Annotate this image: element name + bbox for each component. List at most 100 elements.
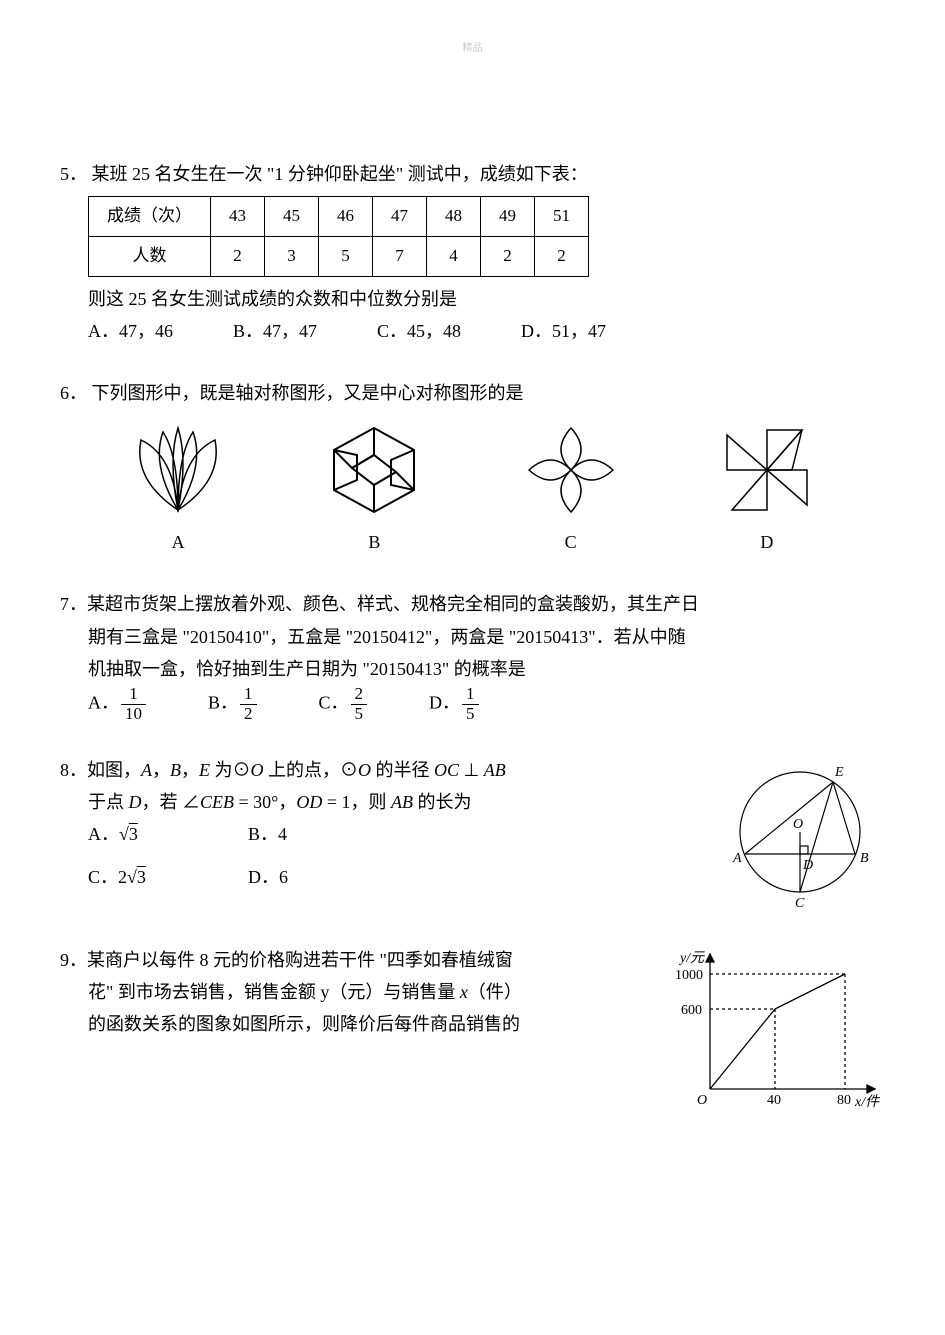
q7-line3: 机抽取一盒，恰好抽到生产日期为 "20150413" 的概率是 (88, 653, 885, 685)
sqrt: √3 (119, 824, 138, 844)
var-ab: AB (484, 760, 506, 780)
row-label: 人数 (89, 236, 211, 276)
opt-label: D． (248, 867, 279, 887)
line-chart: y/元 1000 600 O 40 80 x/件 (675, 944, 885, 1114)
var-oc: OC (434, 760, 459, 780)
fraction: 110 (121, 685, 146, 723)
var-o: O (251, 760, 264, 780)
cell: 48 (427, 197, 481, 237)
cell: 2 (211, 236, 265, 276)
shape-label: C (501, 526, 641, 558)
var-ceb: CEB (200, 792, 234, 812)
label-a: A (732, 851, 742, 866)
opt-label: A． (88, 693, 119, 713)
question-6: 6． 下列图形中，既是轴对称图形，又是中心对称图形的是 A (60, 377, 885, 558)
option-d: D．15 (429, 685, 481, 723)
denominator: 10 (121, 705, 146, 724)
cell: 45 (265, 197, 319, 237)
var-od: OD (296, 792, 322, 812)
q8-t: ，若 ∠ (142, 792, 201, 812)
option-a: A．√3 (88, 818, 248, 850)
q7-line1: 某超市货架上摆放着外观、颜色、样式、规格完全相同的盒装酸奶，其生产日 (87, 594, 699, 614)
quatrefoil-icon (516, 420, 626, 520)
opt-label: C． (88, 867, 118, 887)
origin: O (697, 1093, 707, 1108)
opt-label: D． (429, 693, 460, 713)
option-d: D．51，47 (521, 315, 606, 347)
q8-t: ， (181, 760, 199, 780)
label-d: D (802, 858, 813, 873)
q8-options: A．√3 B．4 C．2√3 D．6 (88, 818, 695, 893)
option-c: C．25 (319, 685, 370, 723)
radicand: 3 (137, 867, 146, 887)
shape-label: D (697, 526, 837, 558)
q7-options: A．110 B．12 C．25 D．15 (88, 685, 885, 723)
cell: 49 (481, 197, 535, 237)
q8-number: 8． (60, 760, 87, 780)
opt-label: B． (248, 824, 278, 844)
cell: 43 (211, 197, 265, 237)
q8-t: 为⊙ (210, 760, 251, 780)
label-b: B (860, 851, 869, 866)
q8-t: 上的点，⊙ (264, 760, 359, 780)
q5-after: 则这 25 名女生测试成绩的众数和中位数分别是 (88, 283, 885, 315)
q8-t: ⊥ (459, 760, 484, 780)
shape-label: B (304, 526, 444, 558)
option-b: B．47，47 (233, 315, 317, 347)
q8-t: 如图， (87, 760, 141, 780)
fraction: 25 (351, 685, 368, 723)
option-c: C．45，48 (377, 315, 461, 347)
q5-stem: 某班 25 名女生在一次 "1 分钟仰卧起坐" 测试中，成绩如下表： (92, 164, 588, 184)
radicand: 3 (129, 824, 138, 844)
q8-t: 的长为 (413, 792, 472, 812)
q9-number: 9． (60, 950, 87, 970)
q8-t: ， (152, 760, 170, 780)
q7-line2: 期有三盒是 "20150410"，五盒是 "20150412"，两盒是 "201… (88, 621, 885, 653)
cell: 47 (373, 197, 427, 237)
q9-line1: 某商户以每件 8 元的价格购进若干件 "四季如春植绒窗 (87, 950, 513, 970)
option-a: A．47，46 (88, 315, 173, 347)
cell: 7 (373, 236, 427, 276)
q9-line2c: （件） (468, 982, 522, 1002)
shape-label: A (108, 526, 248, 558)
var-ab: AB (391, 792, 413, 812)
ylabel: y/元 (678, 951, 705, 966)
opt-value: 4 (278, 824, 287, 844)
q6-number: 6． (60, 383, 87, 403)
q5-table: 成绩（次） 43 45 46 47 48 49 51 人数 2 3 5 7 4 … (88, 196, 589, 276)
circle-diagram: E O A B D C (715, 754, 885, 914)
cell: 51 (535, 197, 589, 237)
option-c: C．2√3 (88, 861, 248, 893)
sqrt: √3 (127, 867, 146, 887)
q8-t: 的半径 (371, 760, 434, 780)
option-b: B．4 (248, 818, 408, 850)
xtick-80: 80 (837, 1093, 851, 1108)
question-8: 8．如图，A，B，E 为⊙O 上的点，⊙O 的半径 OC ⊥ AB 于点 D，若… (60, 754, 885, 914)
xtick-40: 40 (767, 1093, 781, 1108)
var-x: x (460, 982, 468, 1002)
shape-b: B (304, 420, 444, 558)
denominator: 2 (240, 705, 257, 724)
cell: 46 (319, 197, 373, 237)
table-row: 成绩（次） 43 45 46 47 48 49 51 (89, 197, 589, 237)
opt-label: B． (208, 693, 238, 713)
q7-number: 7． (60, 594, 87, 614)
var-a: A (141, 760, 152, 780)
numerator: 1 (240, 685, 257, 705)
q5-number: 5． (60, 164, 87, 184)
var-e: E (199, 760, 210, 780)
q9-line2a: 花" 到市场去销售，销售金额 y（元）与销售量 (88, 982, 460, 1002)
question-7: 7．某超市货架上摆放着外观、颜色、样式、规格完全相同的盒装酸奶，其生产日 期有三… (60, 588, 885, 724)
q9-line3: 的函数关系的图象如图所示，则降价后每件商品销售的 (88, 1008, 655, 1040)
q8-t: = 1，则 (322, 792, 391, 812)
q6-stem: 下列图形中，既是轴对称图形，又是中心对称图形的是 (92, 383, 524, 403)
leaf-icon (123, 420, 233, 520)
question-9: 9．某商户以每件 8 元的价格购进若干件 "四季如春植绒窗 花" 到市场去销售，… (60, 944, 885, 1114)
shape-c: C (501, 420, 641, 558)
numerator: 1 (121, 685, 146, 705)
q8-t: 于点 (88, 792, 129, 812)
option-d: D．6 (248, 861, 408, 893)
table-row: 人数 2 3 5 7 4 2 2 (89, 236, 589, 276)
numerator: 2 (351, 685, 368, 705)
var-d: D (129, 792, 142, 812)
